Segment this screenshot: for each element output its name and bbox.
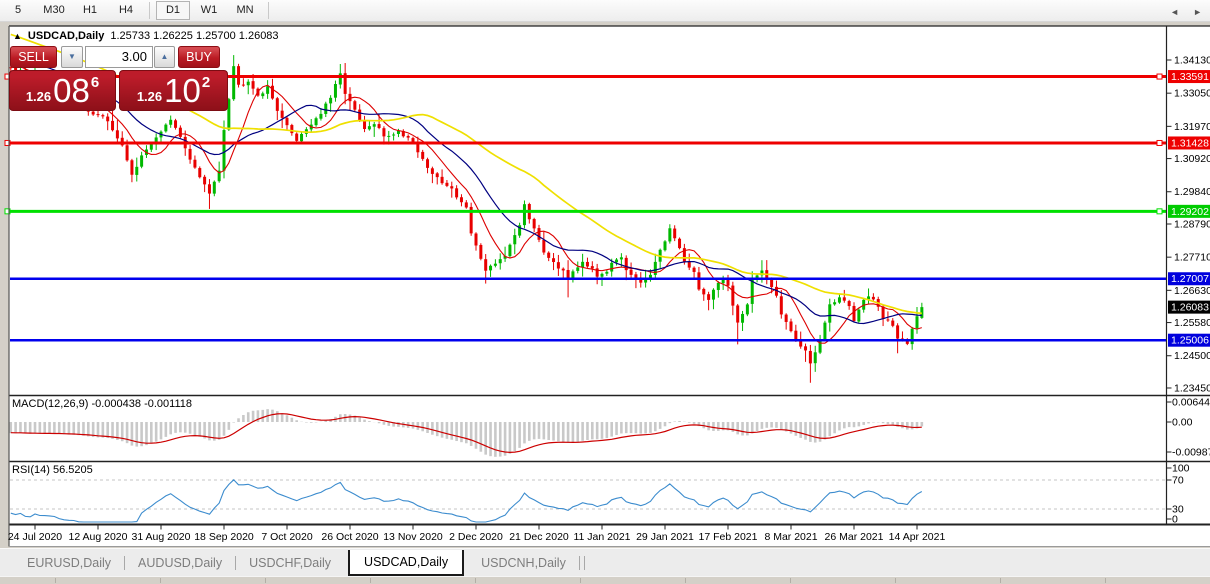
tab-separator	[579, 556, 580, 570]
svg-text:1.34130: 1.34130	[1174, 55, 1210, 67]
svg-text:0.00: 0.00	[1172, 417, 1193, 429]
chart-symbol-label: USDCAD,Daily	[28, 30, 104, 42]
svg-text:17 Feb 2021: 17 Feb 2021	[699, 531, 758, 543]
svg-text:1.27710: 1.27710	[1174, 252, 1210, 264]
tab-scroll-left-icon[interactable]: ◄	[1170, 7, 1179, 17]
status-strip-separator	[55, 578, 56, 583]
tab-separator	[235, 556, 236, 570]
svg-text:70: 70	[1172, 475, 1184, 487]
svg-text:1.26083: 1.26083	[1171, 302, 1209, 314]
svg-text:1.29840: 1.29840	[1174, 186, 1210, 198]
status-strip-separator	[160, 578, 161, 583]
status-strip-separator	[1105, 578, 1106, 583]
buy-price-main: 10	[164, 74, 201, 108]
svg-text:1.33050: 1.33050	[1174, 88, 1210, 100]
price-scale[interactable]: 1.34130 1.33050 1.31970 1.30920 1.29840 1.287…	[1167, 55, 1210, 526]
svg-text:1.28790: 1.28790	[1174, 218, 1210, 230]
tab-separator	[124, 556, 125, 570]
status-strip-separator	[790, 578, 791, 583]
sell-price-base: 1.26	[26, 89, 51, 104]
svg-text:1.25580: 1.25580	[1174, 317, 1210, 329]
chart-tab-usdcnh[interactable]: USDCNH,Daily	[470, 551, 577, 576]
svg-text:24 Jul 2020: 24 Jul 2020	[8, 531, 62, 543]
svg-text:1.25006: 1.25006	[1171, 335, 1209, 347]
svg-text:13 Nov 2020: 13 Nov 2020	[383, 531, 443, 543]
svg-text:1.26630: 1.26630	[1174, 285, 1210, 297]
svg-text:1.29202: 1.29202	[1171, 206, 1209, 218]
svg-text:29 Jan 2021: 29 Jan 2021	[636, 531, 694, 543]
svg-text:1.30920: 1.30920	[1174, 153, 1210, 165]
buy-price-display[interactable]: 1.26 10 2	[119, 70, 228, 111]
svg-text:7 Oct 2020: 7 Oct 2020	[261, 531, 313, 543]
svg-text:11 Jan 2021: 11 Jan 2021	[573, 531, 630, 543]
status-strip-separator	[370, 578, 371, 583]
chart-tab-usdcad[interactable]: USDCAD,Daily	[348, 550, 464, 576]
sell-price-pip: 6	[91, 74, 99, 91]
status-strip-separator	[895, 578, 896, 583]
svg-text:8 Mar 2021: 8 Mar 2021	[764, 531, 817, 543]
sell-button[interactable]: SELL	[10, 46, 57, 68]
chart-tab-eurusd[interactable]: EURUSD,Daily	[16, 551, 122, 576]
chart-expand-icon[interactable]: ▲	[13, 31, 22, 42]
svg-text:18 Sep 2020: 18 Sep 2020	[194, 531, 254, 543]
svg-text:2 Dec 2020: 2 Dec 2020	[449, 531, 503, 543]
svg-text:1.24500: 1.24500	[1174, 350, 1210, 362]
sell-price-display[interactable]: 1.26 08 6	[9, 70, 116, 111]
tab-separator	[584, 556, 585, 570]
status-strip-separator	[265, 578, 266, 583]
status-strip-separator	[1000, 578, 1001, 583]
chart-title: ▲ USDCAD,Daily 1.25733 1.26225 1.25700 1…	[13, 30, 279, 42]
tab-scroll-right-icon[interactable]: ►	[1193, 7, 1202, 17]
volume-decrease-button[interactable]: ▼	[61, 46, 83, 68]
svg-text:26 Oct 2020: 26 Oct 2020	[321, 531, 378, 543]
svg-text:1.31428: 1.31428	[1171, 137, 1209, 149]
svg-text:14 Apr 2021: 14 Apr 2021	[889, 531, 946, 543]
svg-text:100: 100	[1172, 463, 1190, 475]
chart-tab-usdchf[interactable]: USDCHF,Daily	[238, 551, 342, 576]
svg-text:1.33591: 1.33591	[1171, 71, 1209, 83]
tab-scroll-arrows: ◄ ►	[1170, 7, 1202, 17]
buy-button[interactable]: BUY	[178, 46, 220, 68]
macd-indicator-label: MACD(12,26,9) -0.000438 -0.001118	[12, 398, 192, 410]
svg-text:26 Mar 2021: 26 Mar 2021	[825, 531, 884, 543]
status-strip-separator	[580, 578, 581, 583]
chart-tab-audusd[interactable]: AUDUSD,Daily	[127, 551, 233, 576]
svg-text:12 Aug 2020: 12 Aug 2020	[69, 531, 128, 543]
status-strip-separator	[685, 578, 686, 583]
buy-price-base: 1.26	[137, 89, 162, 104]
chart-ohlc-values: 1.25733 1.26225 1.25700 1.26083	[110, 30, 278, 42]
svg-text:1.23450: 1.23450	[1174, 382, 1210, 394]
svg-text:-0.009871: -0.009871	[1172, 447, 1210, 459]
buy-price-pip: 2	[202, 74, 210, 91]
status-strip-separator	[475, 578, 476, 583]
svg-text:0: 0	[1172, 514, 1178, 526]
rsi-indicator-label: RSI(14) 56.5205	[12, 464, 93, 476]
svg-text:31 Aug 2020: 31 Aug 2020	[132, 531, 191, 543]
svg-text:0.006444: 0.006444	[1172, 397, 1210, 409]
svg-text:21 Dec 2020: 21 Dec 2020	[509, 531, 569, 543]
volume-increase-button[interactable]: ▲	[154, 46, 175, 68]
sell-price-main: 08	[53, 74, 90, 108]
svg-text:1.31970: 1.31970	[1174, 121, 1210, 133]
volume-input[interactable]: 3.00	[85, 46, 153, 68]
svg-text:1.27007: 1.27007	[1171, 273, 1209, 285]
